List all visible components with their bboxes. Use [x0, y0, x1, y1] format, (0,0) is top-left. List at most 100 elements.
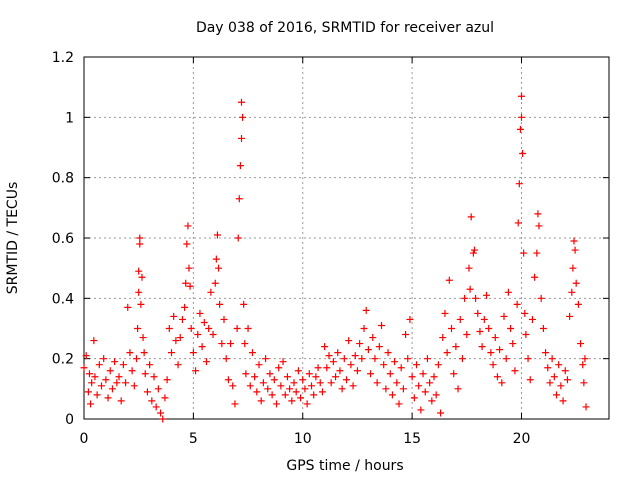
data-point	[432, 391, 440, 399]
data-point	[212, 255, 220, 263]
data-point	[152, 403, 160, 411]
data-point	[85, 370, 93, 378]
data-point	[415, 382, 423, 390]
data-point	[130, 382, 138, 390]
data-point	[207, 288, 215, 296]
data-point	[417, 406, 425, 414]
data-point	[528, 315, 536, 323]
data-point	[308, 382, 315, 390]
data-point	[375, 343, 383, 351]
data-point	[448, 325, 455, 332]
data-point	[165, 325, 173, 332]
data-point	[544, 364, 552, 372]
data-point	[174, 361, 182, 369]
data-point	[242, 370, 250, 378]
data-point	[299, 376, 307, 384]
chart-title: Day 038 of 2016, SRMTID for receiver azu…	[196, 20, 494, 36]
data-point	[410, 394, 418, 402]
data-point	[470, 246, 478, 254]
data-point	[367, 370, 375, 378]
data-point	[220, 315, 228, 323]
data-point	[178, 315, 186, 323]
data-point	[312, 373, 320, 381]
data-point	[215, 264, 223, 272]
data-point	[108, 385, 116, 393]
y-tick-label: 0.8	[52, 171, 74, 187]
x-tick-label: 20	[513, 431, 531, 447]
data-point	[238, 98, 245, 106]
data-point	[546, 379, 554, 387]
data-point	[231, 400, 239, 408]
data-point	[314, 364, 322, 372]
data-point	[87, 400, 95, 408]
data-point	[246, 382, 254, 390]
data-point	[511, 367, 519, 375]
data-point	[157, 409, 165, 417]
data-point	[507, 325, 515, 332]
data-point	[124, 303, 132, 311]
x-axis-label: GPS time / hours	[286, 458, 403, 474]
data-point	[521, 309, 529, 317]
data-point	[255, 361, 263, 369]
data-point	[456, 315, 464, 323]
data-point	[275, 364, 283, 372]
data-point	[404, 355, 412, 363]
data-point	[90, 337, 98, 345]
data-point	[520, 249, 528, 257]
data-point	[148, 397, 156, 405]
data-point	[297, 394, 305, 402]
data-point	[133, 355, 140, 363]
data-point	[570, 237, 578, 245]
data-point	[340, 355, 348, 363]
data-point	[419, 370, 427, 378]
data-point	[234, 234, 242, 242]
data-point	[537, 294, 545, 302]
data-point	[487, 349, 495, 357]
data-point	[461, 294, 469, 302]
data-point	[186, 282, 194, 290]
data-point	[443, 349, 451, 357]
data-point	[241, 340, 249, 348]
data-point	[91, 373, 99, 381]
data-point	[203, 358, 210, 366]
data-point	[218, 340, 226, 348]
data-point	[582, 403, 590, 411]
data-point	[146, 361, 154, 369]
data-point	[80, 364, 88, 372]
data-point	[213, 231, 221, 239]
data-point	[450, 370, 458, 378]
data-point	[172, 337, 180, 345]
data-point	[579, 361, 587, 369]
x-tick-label: 15	[403, 431, 421, 447]
data-point	[161, 394, 169, 402]
data-point	[568, 288, 576, 296]
data-point	[288, 397, 296, 405]
data-point	[216, 300, 224, 308]
data-point	[569, 264, 577, 272]
data-point	[458, 355, 466, 363]
data-point	[498, 379, 506, 387]
data-point	[441, 309, 449, 317]
data-point	[535, 222, 543, 230]
data-point	[421, 388, 429, 396]
data-point	[489, 361, 497, 369]
data-point	[182, 279, 190, 287]
data-point	[353, 367, 361, 375]
data-point	[100, 355, 108, 363]
data-point	[572, 279, 580, 287]
x-tick-label: 10	[294, 431, 312, 447]
data-point	[283, 373, 291, 381]
data-point	[395, 400, 403, 408]
data-point	[159, 415, 167, 423]
data-point	[356, 340, 364, 348]
data-point	[472, 294, 480, 302]
data-point	[388, 391, 396, 399]
data-point	[391, 358, 399, 366]
data-point	[163, 376, 171, 384]
data-point	[550, 373, 558, 381]
data-point	[321, 343, 329, 351]
data-point	[559, 397, 567, 405]
data-point	[343, 376, 350, 384]
